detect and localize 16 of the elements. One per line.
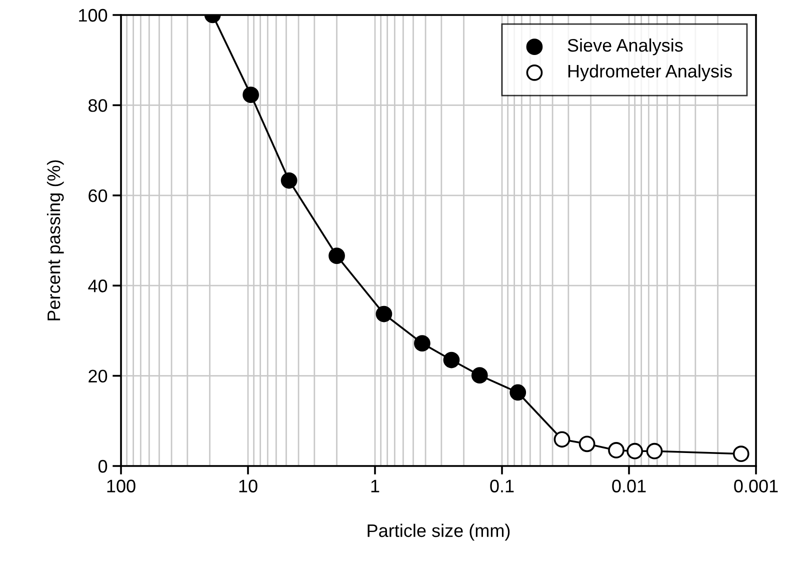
x-tick-label: 0.1 (490, 480, 514, 492)
legend-label: Hydrometer Analysis (568, 64, 732, 82)
y-tick-label: 40 (88, 280, 108, 292)
y-tick-label: 100 (79, 8, 108, 22)
x-tick-label: 100 (107, 480, 136, 492)
x-tick-label: 0.001 (734, 480, 778, 492)
x-tick-label: 1 (371, 480, 380, 492)
x-tick-label: 10 (239, 480, 258, 492)
x-axis-title: Particle size (mm) (368, 524, 510, 541)
x-tick-label: 0.01 (612, 480, 646, 492)
legend-label: Sieve Analysis (568, 38, 683, 56)
y-tick-label: 0 (98, 460, 108, 473)
y-tick-label: 80 (88, 99, 108, 112)
y-tick-label: 60 (88, 189, 108, 202)
y-axis-title: Percent passing (%) (46, 160, 64, 320)
y-tick-label: 20 (88, 370, 108, 383)
